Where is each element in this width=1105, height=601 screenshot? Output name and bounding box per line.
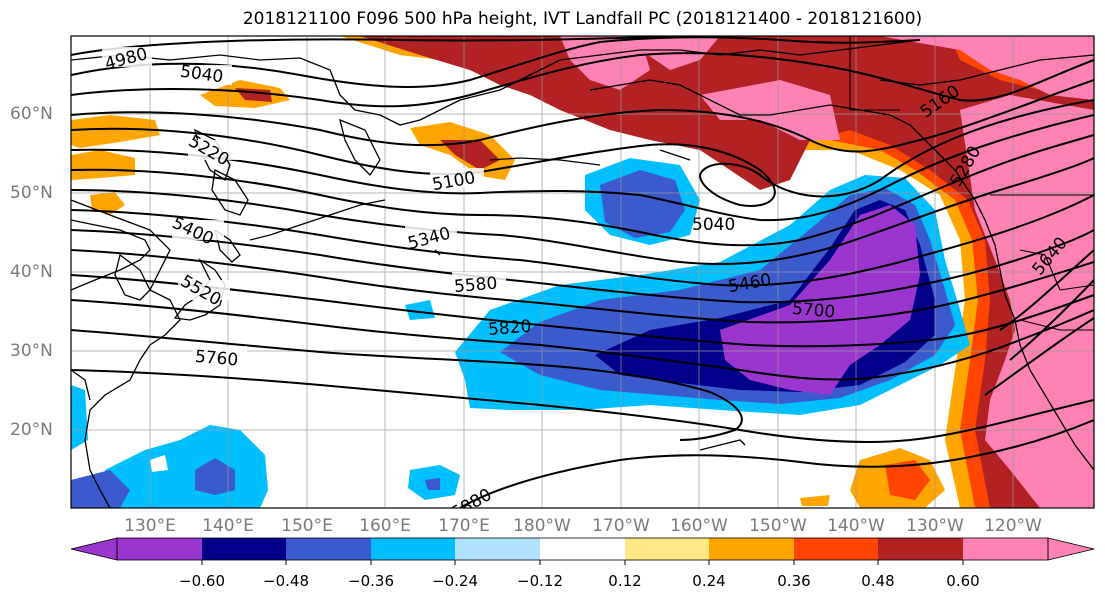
colorbar-tick-label: −0.36 [348, 572, 394, 590]
map-panel: 4980 5040 5100 5160 5220 5280 5340 5400 … [71, 36, 1094, 508]
lon-label-150e: 150°E [281, 516, 333, 536]
colorbar-tick-label: −0.48 [263, 572, 309, 590]
map-frame [70, 35, 1095, 509]
contour-label-5580: 5580 [453, 273, 498, 297]
lon-label-170w: 170°W [592, 516, 650, 536]
lon-label-170e: 170°E [438, 516, 490, 536]
lon-label-130w: 130°W [906, 516, 964, 536]
contour-label-5040-low: 5040 [692, 215, 735, 235]
lon-label-130e: 130°E [124, 516, 176, 536]
colorbar-tick-label: 0.36 [777, 572, 811, 590]
lon-label-150w: 150°W [749, 516, 807, 536]
colorbar [70, 537, 1095, 565]
lon-label-140w: 140°W [827, 516, 885, 536]
lon-label-180w: 180°W [513, 516, 571, 536]
colorbar-tick-label: 0.12 [608, 572, 642, 590]
political-borders [849, 36, 1094, 331]
colorbar-tick-label: −0.12 [517, 572, 563, 590]
negative-ivt-shading [71, 158, 970, 508]
colorbar-segment [455, 538, 540, 560]
lat-label-60n: 60°N [10, 104, 53, 124]
lat-label-30n: 30°N [10, 341, 53, 361]
colorbar-segment [540, 538, 625, 560]
colorbar-segment [794, 538, 878, 560]
colorbar-tick-label: −0.24 [432, 572, 478, 590]
lat-label-20n: 20°N [10, 420, 53, 440]
colorbar-segment [963, 538, 1048, 560]
lon-label-140e: 140°E [202, 516, 254, 536]
lat-label-50n: 50°N [10, 183, 53, 203]
colorbar-segment [117, 538, 202, 560]
lat-label-40n: 40°N [10, 262, 53, 282]
contour-label-5700: 5700 [791, 299, 836, 323]
colorbar-segment [625, 538, 709, 560]
colorbar-segment [709, 538, 794, 560]
contour-label-5760: 5760 [194, 347, 239, 371]
contour-label-5820: 5820 [487, 316, 532, 340]
map-title: 2018121100 F096 500 hPa height, IVT Land… [242, 9, 923, 29]
colorbar-segment [371, 538, 455, 560]
positive-ivt-shading [71, 36, 1094, 508]
colorbar-tick-label: 0.60 [946, 572, 980, 590]
lon-label-120w: 120°W [984, 516, 1042, 536]
graticule [71, 36, 1094, 508]
colorbar-segment [286, 538, 371, 560]
colorbar-tick-label: −0.60 [179, 572, 225, 590]
colorbar-tick-label: 0.48 [861, 572, 895, 590]
height-contours [71, 36, 1094, 508]
lon-label-160e: 160°E [359, 516, 411, 536]
colorbar-segment [878, 538, 963, 560]
lon-label-160w: 160°W [670, 516, 728, 536]
colorbar-segment [202, 538, 286, 560]
colorbar-tick-label: 0.24 [692, 572, 726, 590]
